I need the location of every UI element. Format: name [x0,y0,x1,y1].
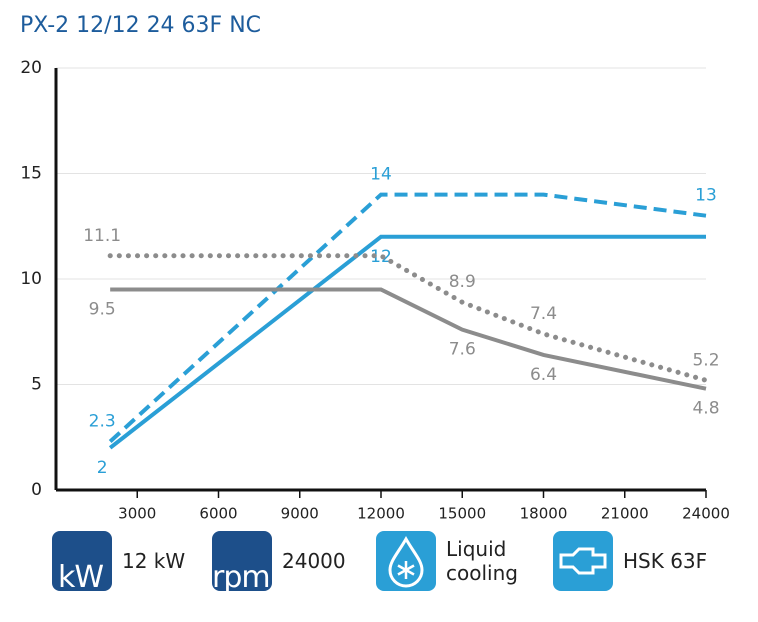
tool-icon [559,547,607,575]
spec-label: 24000 [282,549,346,573]
x-tick-label: 24000 [682,505,730,523]
series-line [107,253,709,383]
data-label: 7.4 [530,304,557,324]
x-tick-label: 9000 [281,505,319,523]
data-label: 11.1 [83,226,121,246]
data-label: 13 [695,186,717,206]
icon: rpm [212,531,272,591]
data-label: 4.8 [692,399,719,419]
icon [553,531,613,591]
chart-title: PX-2 12/12 24 63F NC [20,13,261,38]
icon-text: kW [58,560,104,591]
y-tick-label: 15 [20,164,42,184]
data-label: 14 [370,165,392,185]
series-line [108,192,707,443]
drop-icon [388,535,424,588]
x-tick-label: 21000 [601,505,649,523]
spec-item: Liquid cooling [376,528,536,594]
spec-row: kW 12 kW rpm 24000 Liquid cooling HSK 63… [0,528,758,598]
data-label: 2 [97,458,108,478]
data-label: 6.4 [530,365,557,385]
series-line [110,287,707,391]
data-label: 2.3 [89,411,116,431]
icon [376,531,436,591]
data-label: 8.9 [449,272,476,292]
spec-item: kW 12 kW [52,528,185,594]
spec-label: Liquid cooling [446,537,518,585]
icon-text: rpm [212,560,271,591]
y-tick-label: 5 [31,375,42,395]
chart: PX-2 12/12 24 63F NC 0 5 10 15 20 3000 6000 900… [20,13,730,523]
y-tick-label: 0 [31,480,42,500]
data-label: 9.5 [89,300,116,320]
spec-item: rpm 24000 [212,528,346,594]
spec-label: 12 kW [122,549,186,573]
series-line [108,234,706,450]
x-tick-label: 15000 [438,505,486,523]
x-tick-label: 12000 [357,505,405,523]
data-label: 7.6 [449,340,476,360]
spec-label: HSK 63F [623,549,708,573]
x-tick-label: 18000 [520,505,568,523]
icon: kW [52,531,112,591]
x-tick-label: 6000 [199,505,237,523]
data-label: 5.2 [692,350,719,370]
y-tick-label: 20 [20,58,42,78]
y-tick-label: 10 [20,269,42,289]
x-tick-label: 3000 [118,505,156,523]
spec-item: HSK 63F [553,528,707,594]
